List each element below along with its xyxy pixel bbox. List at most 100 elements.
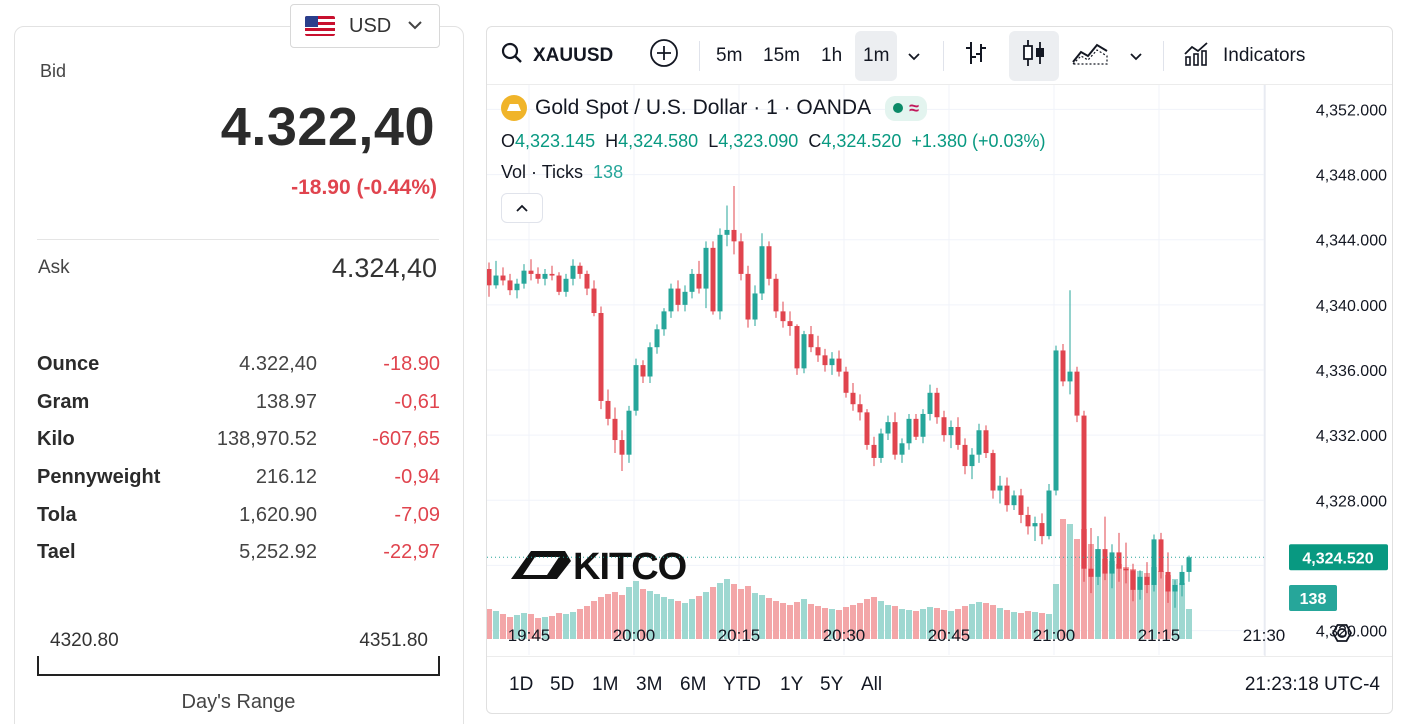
volume-bar	[1053, 584, 1059, 639]
volume-bar	[535, 618, 541, 639]
volume-bar	[731, 584, 737, 639]
bar-style-button[interactable]	[963, 27, 989, 85]
unit-change: -0,94	[394, 466, 440, 489]
change-value: +1.380 (+0.03%)	[911, 131, 1046, 151]
candle-body	[892, 422, 898, 455]
volume-bar	[969, 604, 975, 639]
currency-select[interactable]: USD	[290, 4, 440, 48]
volume-bar	[577, 609, 583, 639]
volume-bar	[1123, 567, 1129, 639]
candle-body	[871, 444, 877, 458]
volume-bar	[542, 617, 548, 639]
bid-label: Bid	[40, 61, 67, 81]
chevron-down-icon	[407, 17, 423, 35]
chart-area[interactable]: KITCO 4,352.000 4,348.000 4,344.000 4,340.00…	[487, 85, 1393, 713]
volume-bar	[570, 612, 576, 639]
kitco-logo-icon	[511, 551, 571, 579]
ohlc-values: O4,323.145 H4,324.580 L4,323.090 C4,324.…	[501, 131, 1046, 152]
candle-body	[549, 273, 555, 276]
interval-1m[interactable]: 1m	[855, 31, 898, 81]
unit-name: Tael	[37, 541, 76, 564]
volume-bar	[1067, 524, 1073, 639]
us-flag-icon	[305, 16, 335, 36]
volume-bar	[871, 597, 877, 639]
candle-body	[605, 400, 611, 419]
compare-symbol-button[interactable]	[649, 27, 679, 85]
bars-icon	[963, 39, 989, 73]
range-bar: 1D 5D 1M 3M 6M YTD 1Y 5Y All 21:23:18 UT…	[487, 656, 1392, 713]
volume-bar	[1116, 564, 1122, 639]
volume-bar	[766, 598, 772, 639]
interval-5m[interactable]: 5m	[716, 45, 743, 66]
candle-body	[1046, 490, 1052, 537]
chart-clock[interactable]: 21:23:18 UTC-4	[1244, 674, 1380, 695]
candle-body	[1025, 514, 1031, 527]
price-axis-label: 4,344.000	[1316, 233, 1387, 250]
candle-body	[759, 246, 765, 294]
candles-style-button[interactable]	[1009, 31, 1059, 81]
range-1y[interactable]: 1Y	[780, 674, 804, 695]
volume-bar	[507, 617, 513, 639]
volume-bar	[1074, 539, 1080, 639]
volume-bar	[710, 587, 716, 639]
range-5y[interactable]: 5Y	[820, 674, 844, 695]
volume-bar	[892, 606, 898, 639]
chevron-up-icon	[515, 200, 529, 216]
candle-body	[836, 358, 842, 372]
candle-body	[528, 270, 534, 274]
indicators-button[interactable]: Indicators	[1183, 27, 1305, 85]
volume-bar	[906, 610, 912, 639]
volume-bar	[654, 594, 660, 639]
interval-1h[interactable]: 1h	[821, 45, 843, 66]
price-axis-label: 4,328.000	[1316, 493, 1387, 510]
candle-body	[612, 418, 618, 441]
volume-bar	[1179, 583, 1185, 639]
candle-body	[969, 454, 975, 467]
candle-body	[941, 417, 947, 436]
volume-bar	[801, 599, 807, 639]
settings-gear-icon[interactable]	[1331, 624, 1353, 642]
chart-widget: XAUUSD 5m 15m 1h 1m	[486, 26, 1393, 714]
interval-dropdown[interactable]	[907, 27, 921, 85]
unit-name: Gram	[37, 390, 90, 413]
candle-body	[997, 485, 1003, 491]
candle-body	[542, 273, 548, 279]
interval-15m[interactable]: 15m	[763, 45, 800, 66]
unit-price-table: Ounce 4.322,40 -18.90 Gram 138.97 -0,61 …	[37, 346, 440, 572]
range-ytd[interactable]: YTD	[723, 674, 761, 695]
candle-body	[766, 246, 772, 279]
candle-body	[808, 334, 814, 348]
symbol-search[interactable]: XAUUSD	[501, 27, 613, 85]
candlestick-chart[interactable]: KITCO 4,352.000 4,348.000 4,344.000 4,340.00…	[487, 85, 1393, 657]
volume-bar	[1102, 559, 1108, 639]
range-6m[interactable]: 6M	[680, 674, 707, 695]
candle-body	[703, 247, 709, 289]
range-1m[interactable]: 1M	[592, 674, 619, 695]
kitco-watermark: KITCO	[573, 546, 686, 588]
range-5d[interactable]: 5D	[550, 674, 575, 695]
range-3m[interactable]: 3M	[636, 674, 663, 695]
volume-bar	[1186, 609, 1192, 639]
candle-body	[507, 280, 513, 291]
volume-bar	[752, 593, 758, 639]
collapse-legend-button[interactable]	[501, 193, 543, 223]
volume-bar	[661, 597, 667, 639]
candle-body	[731, 229, 737, 242]
range-1d[interactable]: 1D	[509, 674, 534, 695]
candle-body	[1088, 568, 1094, 577]
area-style-button[interactable]	[1071, 27, 1109, 85]
chart-type-dropdown[interactable]	[1129, 27, 1143, 85]
volume-bar	[1018, 613, 1024, 639]
volume-bar	[864, 599, 870, 639]
volume-tag-label: 138	[1300, 591, 1327, 608]
volume-bar	[619, 595, 625, 639]
candle-body	[1053, 350, 1059, 491]
candle-body	[556, 275, 562, 292]
candle-body	[857, 404, 863, 413]
toolbar-divider	[699, 41, 700, 71]
candle-body	[675, 288, 681, 305]
range-all[interactable]: All	[861, 674, 883, 695]
candle-body	[1172, 584, 1178, 592]
candle-body	[661, 311, 667, 330]
candle-body	[1060, 350, 1066, 382]
